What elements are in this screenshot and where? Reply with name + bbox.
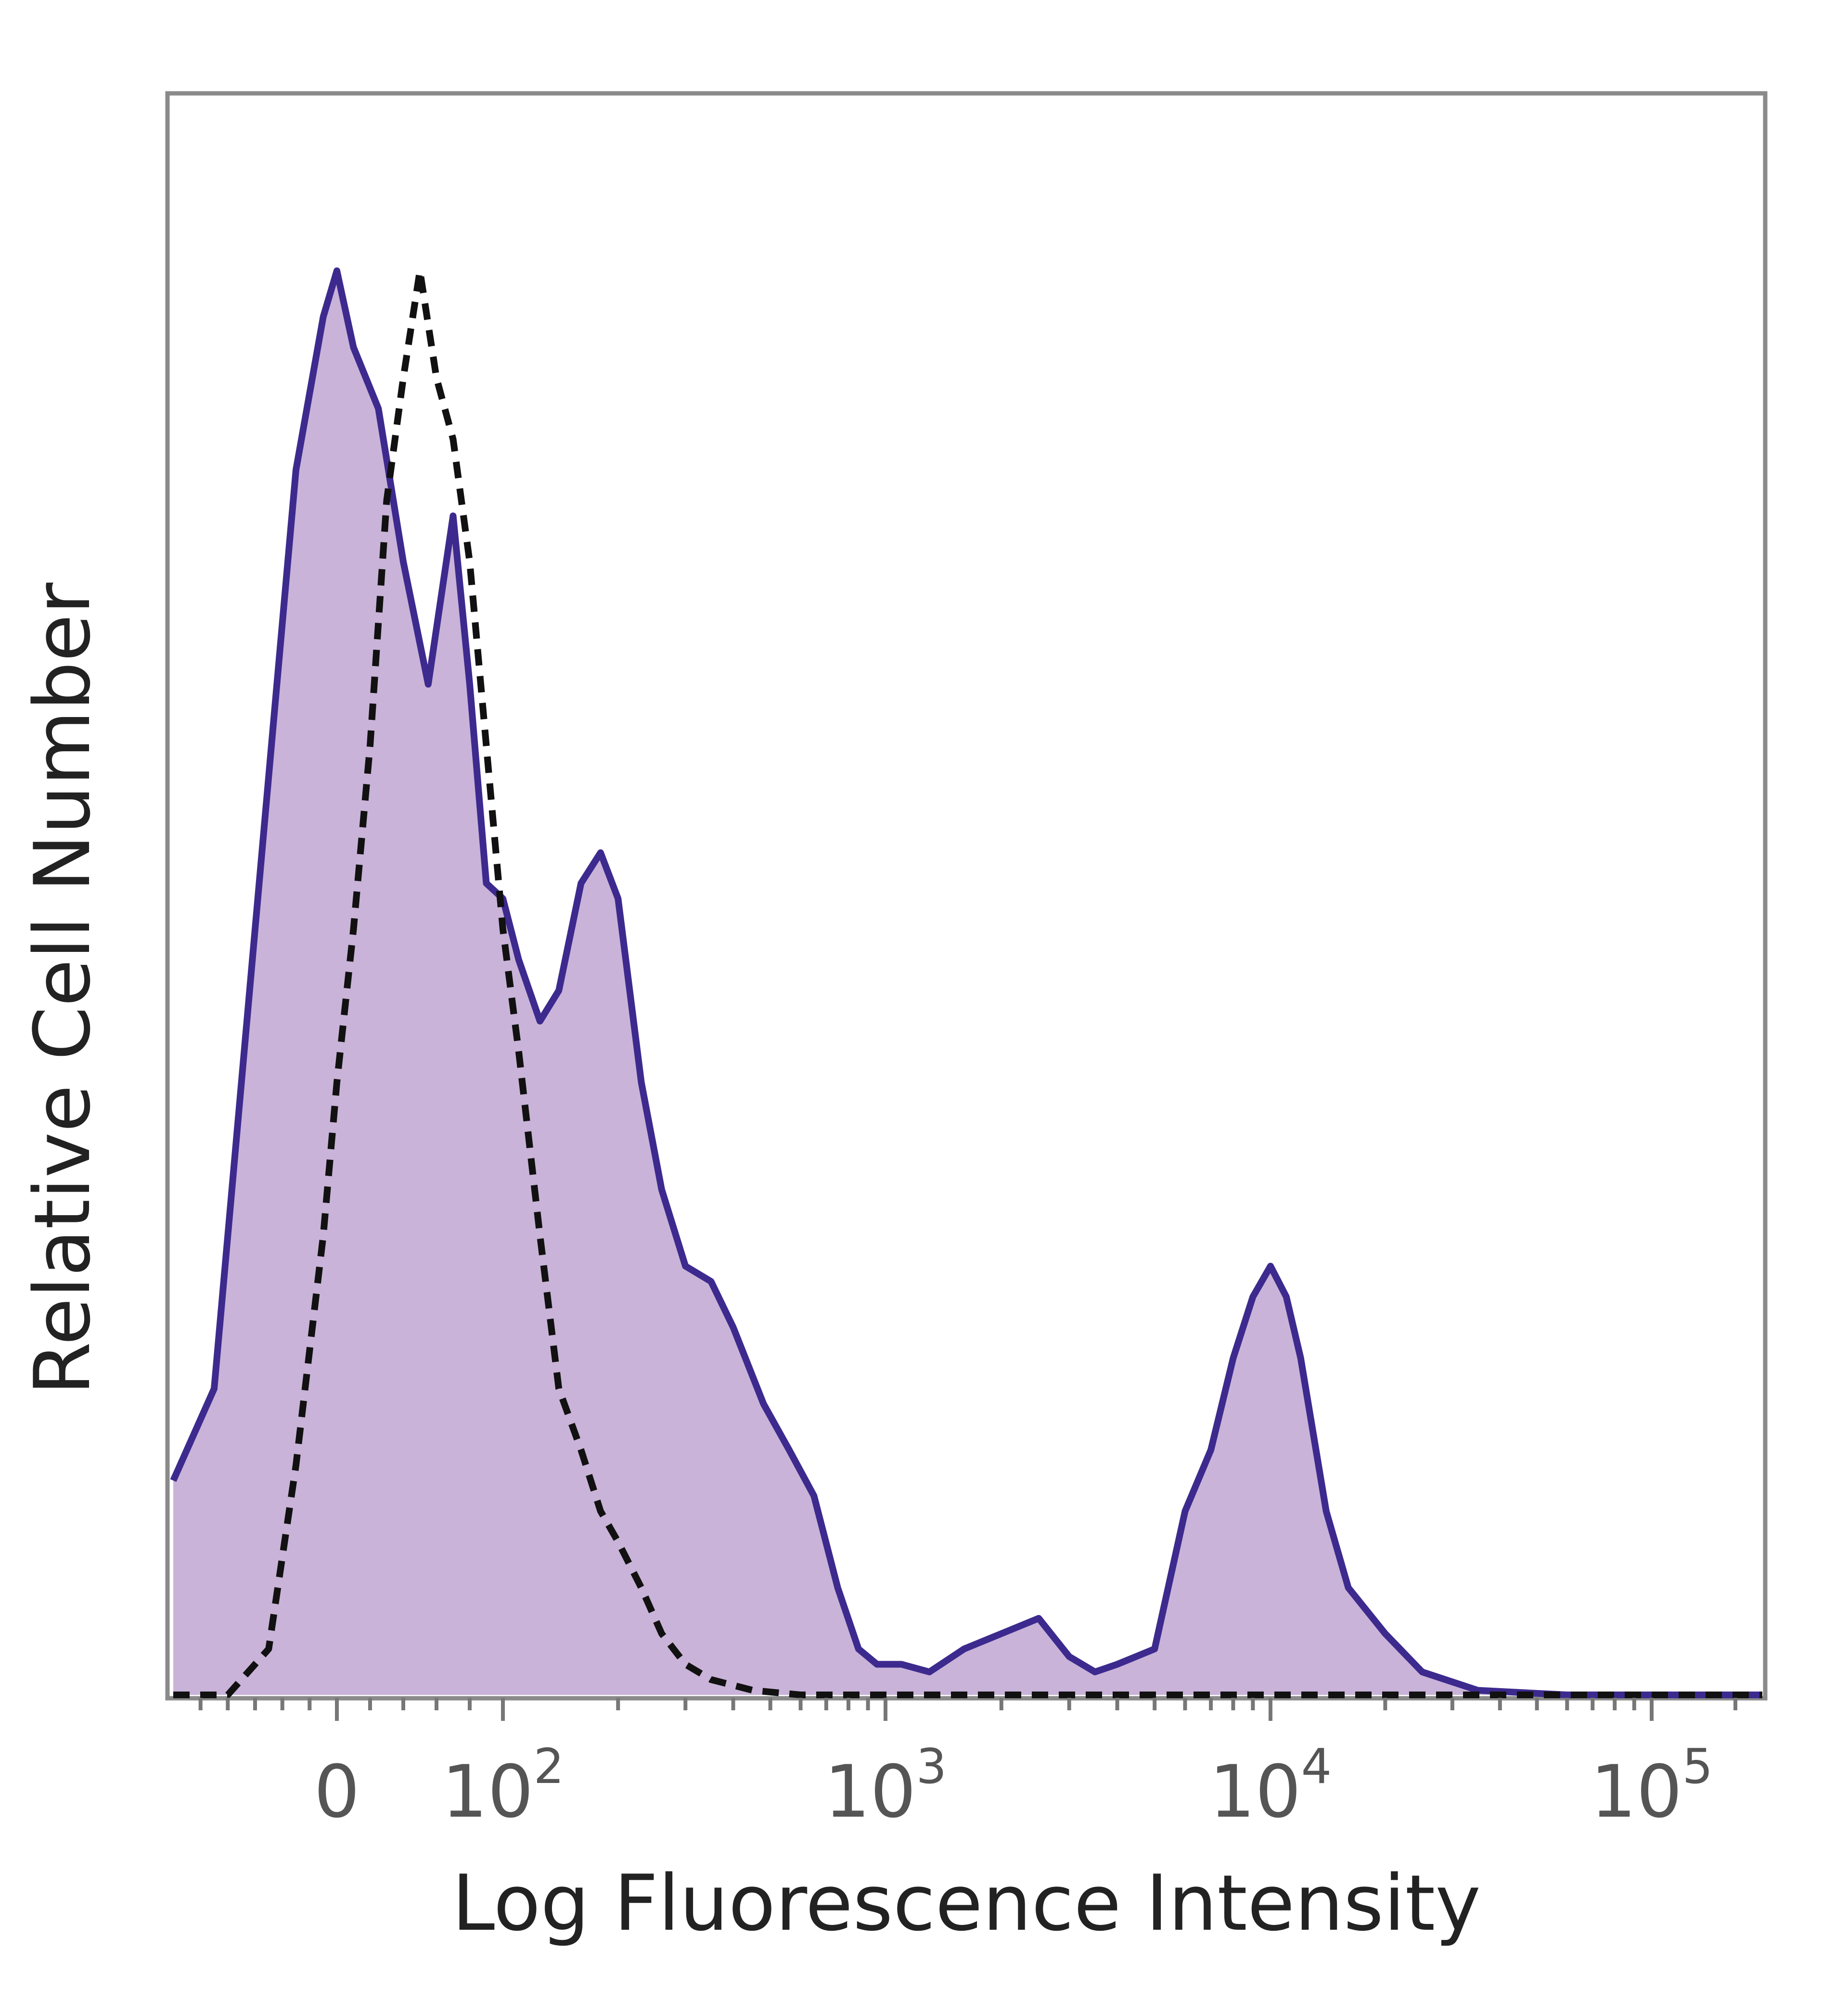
histogram-fill-stained (173, 270, 1762, 1695)
x-tick-label: 103 (824, 1738, 947, 1834)
x-tick-label: 0 (314, 1750, 359, 1834)
series-layer (170, 267, 1762, 1698)
histogram-line-stained (170, 267, 1762, 1698)
x-tick-label: 104 (1209, 1738, 1332, 1834)
histogram-line-control (173, 267, 1762, 1698)
x-axis: 0 102 103 104 105 (198, 1698, 1737, 1834)
x-tick-label: 102 (442, 1738, 565, 1834)
x-axis-title: Log Fluorescence Intensity (452, 1858, 1481, 1948)
x-tick-label: 105 (1591, 1738, 1713, 1834)
y-axis-title: Relative Cell Number (17, 582, 107, 1395)
